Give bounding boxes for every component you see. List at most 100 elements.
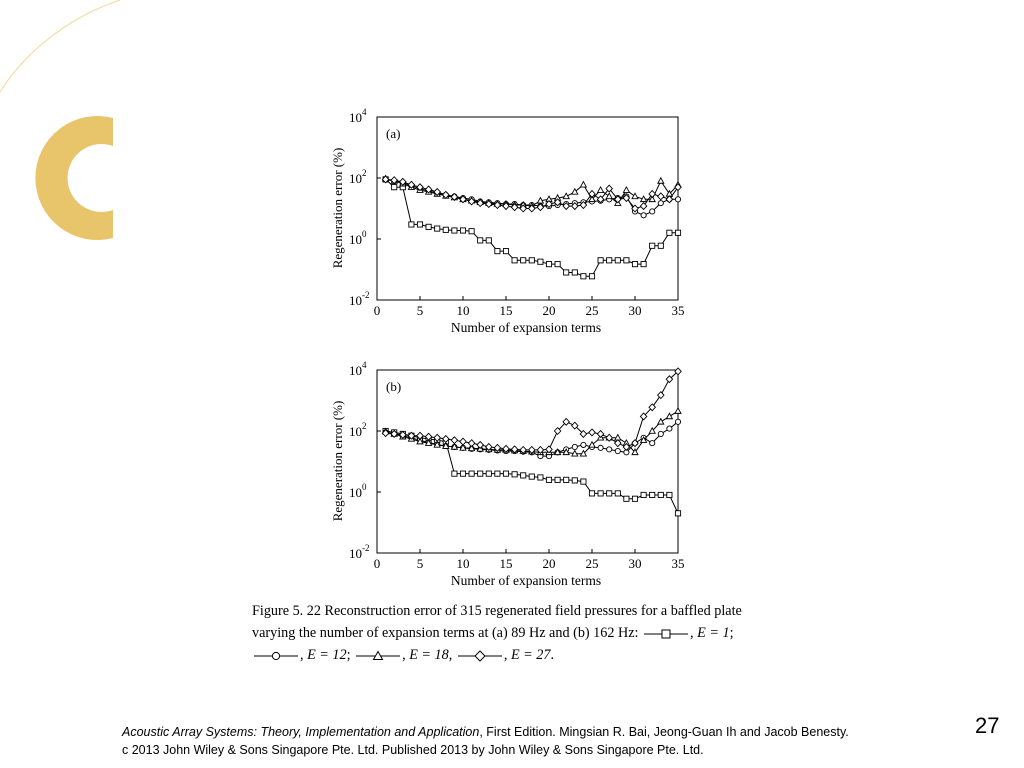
caption-line-1: Figure 5. 22 Reconstruction error of 315…: [252, 603, 742, 619]
chart-a-point-diamond: [381, 175, 390, 184]
chart-a-point-diamond: [596, 195, 605, 204]
chart-b-point-square: [520, 472, 527, 479]
chart-b-point-square: [580, 478, 587, 485]
chart-b-point-diamond: [407, 431, 416, 440]
chart-a-point-square: [674, 229, 682, 236]
chart-b-ylabel: Regeneration error (%): [330, 401, 345, 522]
chart-b-point-triangle: [665, 412, 674, 420]
chart-b-xtick-label: 25: [586, 556, 599, 571]
chart-a-point-diamond: [613, 195, 622, 204]
chart-b-point-diamond: [381, 429, 390, 438]
chart-b-point-square: [477, 470, 484, 477]
chart-a-point-diamond: [665, 195, 674, 204]
chart-b-ytick-label: 104: [349, 360, 367, 378]
chart-b-point-diamond: [596, 429, 605, 439]
chart-b-point-triangle: [648, 426, 656, 434]
chart-a-point-square: [520, 257, 527, 264]
chart-a-point-diamond: [605, 184, 614, 193]
chart-b-point-square: [640, 491, 647, 499]
chart-a-point-square: [597, 257, 604, 264]
chart-a-point-square: [563, 269, 570, 276]
chart-b-point-square: [674, 510, 682, 517]
chart-a-point-diamond: [579, 200, 588, 210]
caption-line-2-text: varying the number of expansion terms at…: [252, 625, 639, 641]
decorative-thin-arc: [0, 0, 121, 93]
chart-a-point-triangle: [605, 192, 613, 200]
chart-b-point-square: [649, 491, 656, 499]
chart-a-point-triangle: [631, 192, 639, 200]
legend-period: .: [550, 647, 555, 663]
chart-a-point-circle: [640, 212, 647, 219]
legend-diamond-symbol: [457, 650, 502, 662]
chart-b-point-diamond: [631, 439, 639, 448]
chart-a-point-diamond: [536, 203, 545, 212]
chart-b-point-diamond: [390, 429, 399, 439]
chart-a-point-square: [425, 223, 432, 230]
chart-a-point-square: [477, 237, 484, 244]
chart-a-xtick-label: 30: [629, 303, 642, 318]
chart-b-point-triangle: [553, 448, 562, 456]
chart-b-point-triangle: [674, 406, 682, 414]
chart-b-point-diamond: [579, 429, 588, 439]
chart-a-point-diamond: [656, 192, 665, 201]
legend-triangle-symbol: [356, 650, 401, 660]
chart-a-point-triangle: [657, 176, 665, 184]
chart-a-point-diamond: [622, 193, 631, 203]
chart-b-ytick-label: 102: [349, 421, 367, 439]
chart-b-point-triangle: [571, 449, 579, 457]
chart-b-point-diamond: [674, 367, 682, 376]
chart-a-point-square: [640, 261, 647, 268]
chart-a-point-square: [537, 258, 544, 265]
chart-b-point-diamond: [562, 417, 571, 426]
chart-a-point-diamond: [502, 202, 510, 211]
book-details: , First Edition. Mingsian R. Bai, Jeong-…: [479, 725, 849, 739]
chart-b-point-square: [528, 473, 535, 480]
chart-b-point-triangle: [639, 436, 648, 443]
chart-b-point-circle: [580, 441, 587, 448]
chart-b-point-diamond: [553, 426, 562, 436]
chart-a-point-diamond: [510, 203, 519, 212]
chart-b-point-square: [563, 476, 570, 483]
chart-b-point-diamond: [570, 421, 579, 430]
chart-a-point-square: [588, 273, 596, 280]
chart-a-point-triangle: [562, 192, 570, 200]
legend-comma-2: ,: [300, 647, 304, 663]
figure-caption: Figure 5. 22 Reconstruction error of 315…: [252, 600, 792, 666]
decorative-ring: [35, 115, 113, 240]
chart-a-xlabel: Number of expansion terms: [451, 320, 601, 335]
chart-b-xtick-label: 35: [672, 556, 685, 571]
chart-a-point-square: [554, 261, 561, 268]
chart-b-point-circle: [614, 448, 621, 455]
caption-line-3: , E = 12; , E = 18, , E = 27.: [252, 644, 792, 666]
chart-a-point-diamond: [433, 187, 442, 196]
chart-b-point-triangle: [657, 417, 665, 425]
chart-b-xtick-label: 30: [629, 556, 642, 571]
chart-b-point-circle: [606, 446, 613, 453]
chart-b-ytick-label: 10-2: [349, 543, 370, 561]
chart-b-xtick-label: 15: [500, 556, 513, 571]
chart-a-point-square: [580, 273, 587, 280]
chart-b-point-circle: [649, 440, 656, 447]
chart-b-xtick-label: 20: [543, 556, 556, 571]
chart-b-point-square: [554, 476, 561, 483]
chart-b-point-circle: [571, 443, 578, 450]
book-title: Acoustic Array Systems: Theory, Implemen…: [122, 725, 480, 739]
chart-a-point-diamond: [484, 199, 493, 209]
chart-a-point-diamond: [570, 202, 579, 211]
chart-b-point-square: [468, 470, 475, 477]
chart-a-point-triangle: [571, 187, 579, 195]
chart-a-point-triangle: [588, 195, 596, 203]
chart-a-point-diamond: [588, 189, 596, 199]
chart-b-point-square: [597, 490, 604, 497]
chart-b-point-square: [494, 470, 501, 477]
chart-a-point-diamond: [639, 202, 648, 211]
chart-a-point-square: [459, 227, 467, 234]
chart-b-point-square: [502, 470, 510, 477]
chart-a-point-square: [391, 184, 398, 191]
chart-a-ytick-label: 104: [349, 107, 367, 125]
chart-b-point-diamond: [484, 442, 493, 452]
chart-b-point-triangle: [459, 443, 467, 451]
chart-b-point-triangle: [424, 438, 433, 446]
chart-a-point-triangle: [596, 185, 605, 193]
chart-b-point-square: [631, 495, 639, 502]
